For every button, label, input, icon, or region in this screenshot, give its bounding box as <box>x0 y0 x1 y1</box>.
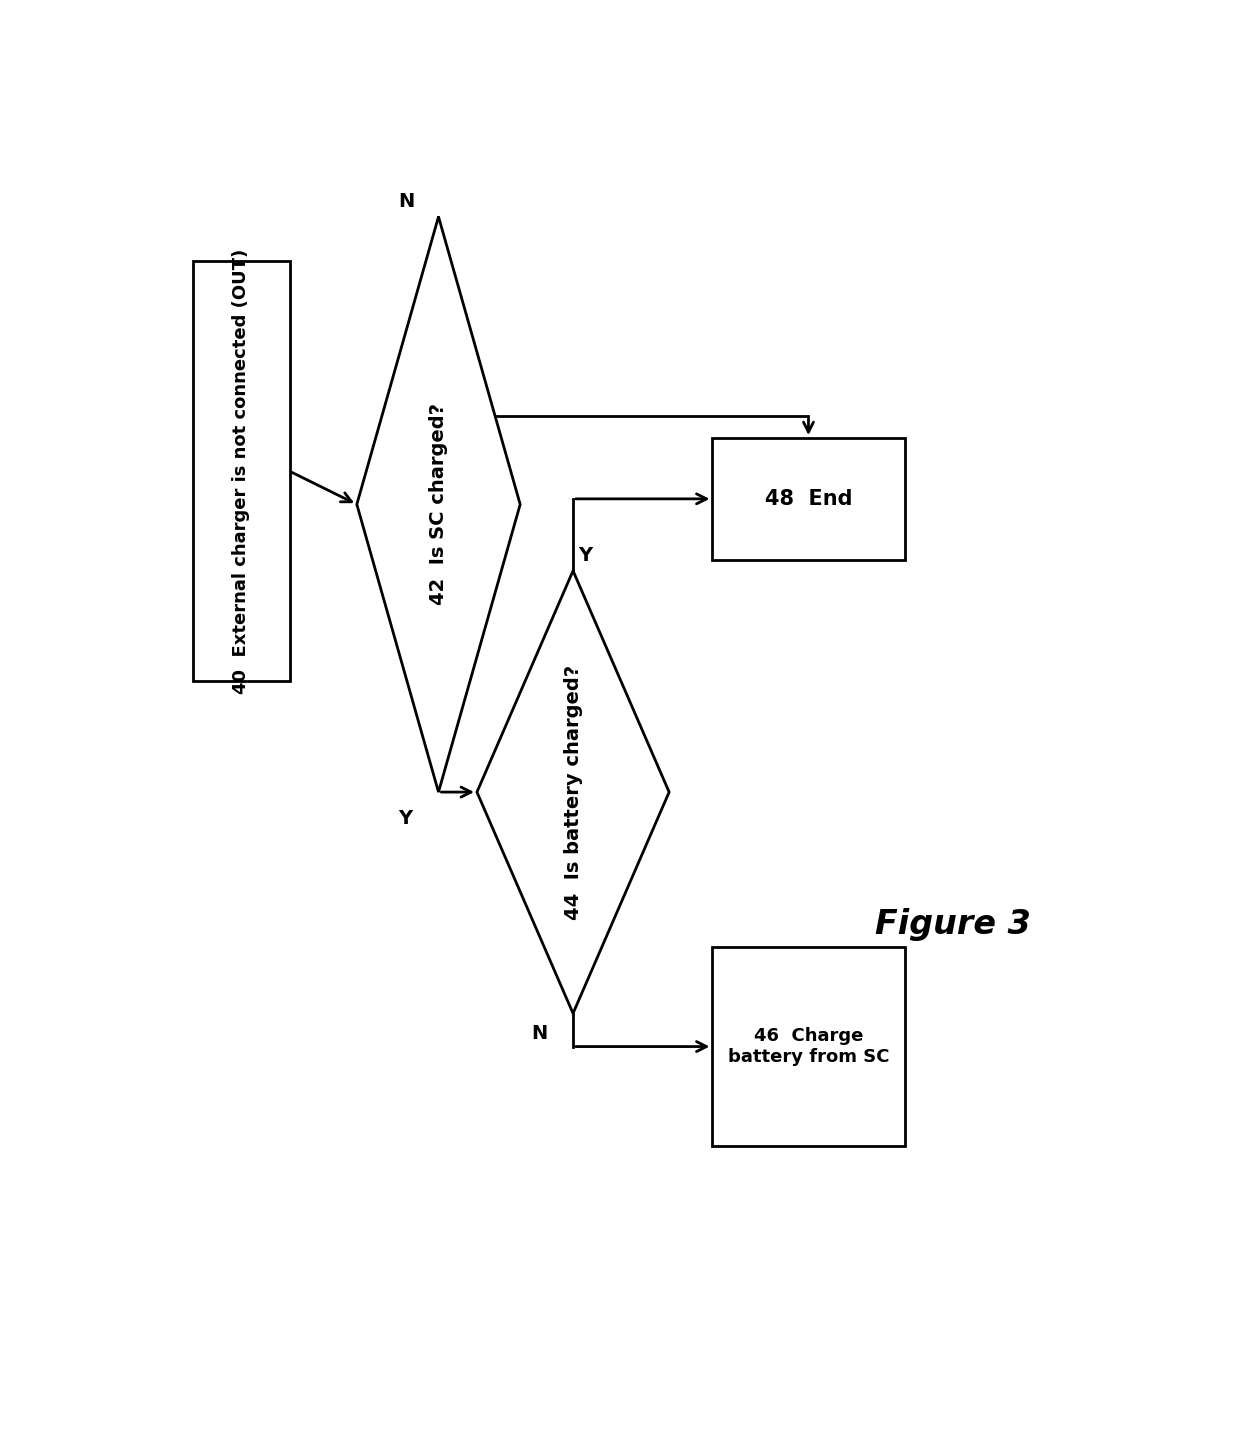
Polygon shape <box>477 570 670 1013</box>
Text: Figure 3: Figure 3 <box>874 908 1030 941</box>
Text: 46  Charge
battery from SC: 46 Charge battery from SC <box>728 1027 889 1066</box>
FancyBboxPatch shape <box>193 262 290 681</box>
Text: Y: Y <box>398 809 412 828</box>
Text: N: N <box>531 1025 548 1043</box>
Text: 40  External charger is not connected (OUT): 40 External charger is not connected (OU… <box>232 249 250 694</box>
Text: Y: Y <box>578 546 591 565</box>
Polygon shape <box>357 217 521 792</box>
Text: 42  Is SC charged?: 42 Is SC charged? <box>429 404 448 605</box>
Text: 48  End: 48 End <box>765 489 852 509</box>
Text: 44  Is battery charged?: 44 Is battery charged? <box>563 664 583 920</box>
FancyBboxPatch shape <box>712 947 905 1147</box>
Text: N: N <box>398 193 414 211</box>
FancyBboxPatch shape <box>712 438 905 559</box>
